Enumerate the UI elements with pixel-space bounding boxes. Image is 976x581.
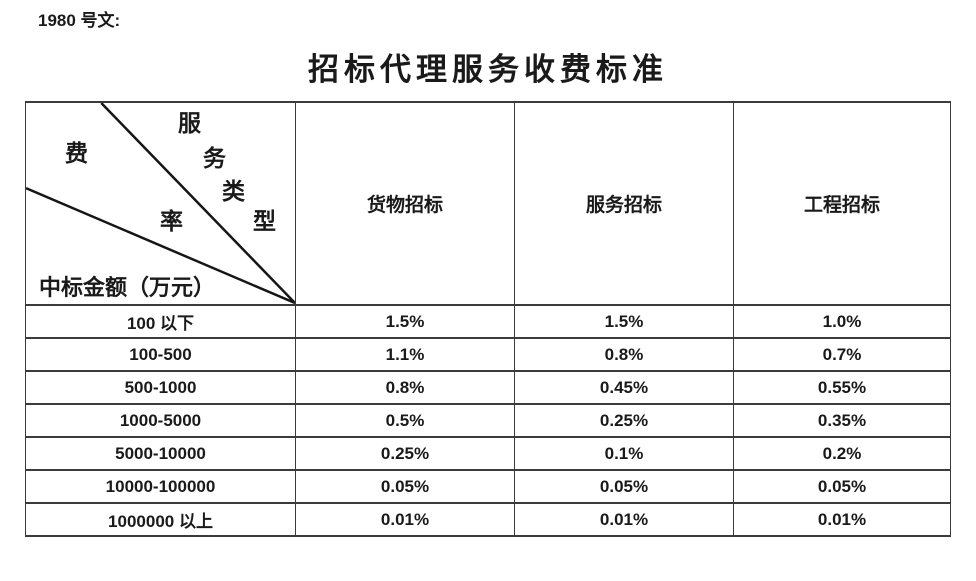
table-row: 100-500 1.1% 0.8% 0.7%: [25, 337, 951, 372]
page-title: 招标代理服务收费标准: [308, 52, 668, 87]
table-row: 10000-100000 0.05% 0.05% 0.05%: [25, 469, 951, 504]
amount-range-cell: 5000-10000: [25, 436, 296, 471]
rate-cell: 0.7%: [733, 337, 951, 372]
service-type-char: 务: [203, 146, 226, 171]
column-header-goods: 货物招标: [295, 101, 515, 306]
diagonal-line-upper: [100, 103, 295, 304]
diagonal-corner-cell: 服 务 类 型 费 率 中标金额（万元）: [25, 101, 296, 306]
header-row: 服 务 类 型 费 率 中标金额（万元） 货物招标 服务招标 工程招标: [25, 101, 951, 306]
amount-range-cell: 10000-100000: [25, 469, 296, 504]
amount-range-cell: 1000-5000: [25, 403, 296, 438]
rate-cell: 0.8%: [514, 337, 734, 372]
rate-cell: 0.5%: [295, 403, 515, 438]
amount-range-cell: 100-500: [25, 337, 296, 372]
table-row: 1000000 以上 0.01% 0.01% 0.01%: [25, 502, 951, 537]
rate-cell: 0.35%: [733, 403, 951, 438]
table-row: 100 以下 1.5% 1.5% 1.0%: [25, 304, 951, 339]
service-type-char: 型: [253, 209, 276, 234]
amount-range-cell: 500-1000: [25, 370, 296, 405]
rate-cell: 0.05%: [733, 469, 951, 504]
rate-cell: 1.0%: [733, 304, 951, 339]
diagonal-lines: [26, 103, 295, 304]
table-row: 5000-10000 0.25% 0.1% 0.2%: [25, 436, 951, 471]
rate-cell: 0.05%: [295, 469, 515, 504]
rate-cell: 0.55%: [733, 370, 951, 405]
table-row: 500-1000 0.8% 0.45% 0.55%: [25, 370, 951, 405]
rate-cell: 1.5%: [514, 304, 734, 339]
rate-cell: 0.2%: [733, 436, 951, 471]
column-header-engineering: 工程招标: [733, 101, 951, 306]
fee-rate-char: 率: [160, 209, 183, 234]
rate-cell: 0.25%: [514, 403, 734, 438]
amount-axis-label: 中标金额（万元）: [39, 275, 216, 300]
rate-cell: 1.5%: [295, 304, 515, 339]
rate-cell: 0.25%: [295, 436, 515, 471]
rate-cell: 0.8%: [295, 370, 515, 405]
diagonal-line-lower: [26, 187, 295, 304]
doc-ref-label: 1980 号文:: [38, 11, 121, 30]
rate-cell: 0.45%: [514, 370, 734, 405]
fee-rate-char: 费: [65, 141, 88, 166]
rate-cell: 0.01%: [514, 502, 734, 537]
amount-range-cell: 100 以下: [25, 304, 296, 339]
service-type-char: 类: [222, 179, 245, 204]
rate-cell: 0.01%: [295, 502, 515, 537]
rate-cell: 0.05%: [514, 469, 734, 504]
column-header-services: 服务招标: [514, 101, 734, 306]
rate-cell: 1.1%: [295, 337, 515, 372]
rate-cell: 0.01%: [733, 502, 951, 537]
fee-standard-table: 服 务 类 型 费 率 中标金额（万元） 货物招标 服务招标 工程招标 100 …: [25, 101, 951, 537]
table-row: 1000-5000 0.5% 0.25% 0.35%: [25, 403, 951, 438]
service-type-char: 服: [178, 111, 201, 136]
amount-range-cell: 1000000 以上: [25, 502, 296, 537]
rate-cell: 0.1%: [514, 436, 734, 471]
